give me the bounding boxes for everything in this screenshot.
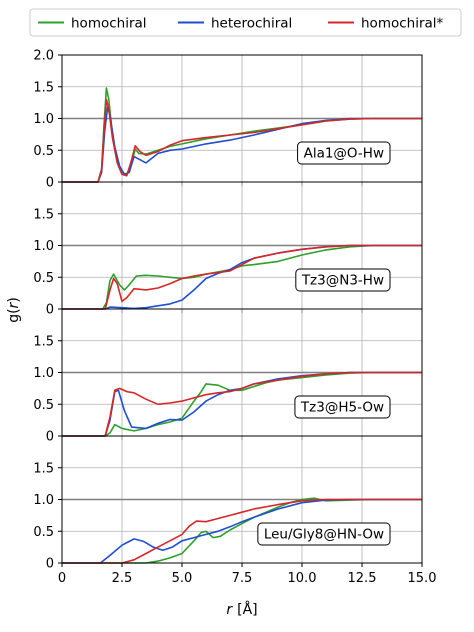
legend-label-homochiral-star: homochiral* [361, 16, 444, 32]
y-tick-label: 0 [46, 557, 54, 572]
y-tick-label: 0 [46, 430, 54, 445]
series-line-homochiral [62, 371, 422, 437]
panels-group: 0 0.5 1.0 1.5 2.0 Ala1@O-Hw 0 0.5 1.0 1.5 Tz3@N3-H… [33, 49, 436, 587]
y-axis-label: g(r) [6, 297, 22, 323]
x-tick-label: 10.0 [288, 571, 317, 586]
x-tick-label: 2.5 [112, 571, 133, 586]
x-tick-label: 0 [58, 571, 66, 586]
y-tick-label: 0.5 [33, 144, 54, 159]
x-tick-label: 12.5 [348, 571, 377, 586]
panel-annotation: Tz3@H5-Ow [294, 395, 391, 419]
y-tick-label: 0.5 [33, 271, 54, 286]
panel-4: 0 0.5 1.0 1.5 0 2.5 5.0 7.5 10.0 12.5 15.0 Leu/Gly8… [33, 435, 437, 586]
series-line-homochiral-star [62, 498, 422, 564]
series-line-homochiral [62, 244, 422, 310]
y-tick-label: 0.5 [33, 525, 54, 540]
y-tick-label: 1.0 [33, 366, 54, 381]
x-tick-label: 7.5 [232, 571, 253, 586]
series-line-homochiral-star [62, 371, 422, 437]
y-tick-label: 1.0 [33, 493, 54, 508]
series-line-heterochiral [62, 498, 422, 564]
legend-label-heterochiral: heterochiral [211, 16, 292, 32]
panel-annotation-text: Ala1@O-Hw [304, 146, 384, 162]
y-tick-label: 1.5 [33, 461, 54, 476]
panel-annotation: Leu/Gly8@HN-Ow [257, 522, 391, 546]
panel-annotation: Tz3@N3-Hw [295, 268, 391, 292]
y-tick-label: 1.5 [33, 334, 54, 349]
x-tick-label: 5.0 [172, 571, 193, 586]
y-tick-label: 1.5 [33, 207, 54, 222]
y-tick-label: 1.5 [33, 80, 54, 95]
y-tick-label: 1.0 [33, 239, 54, 254]
panel-annotation-box [257, 522, 391, 546]
x-tick-label: 15.0 [408, 571, 437, 586]
panel-annotation-text: Tz3@N3-Hw [301, 273, 384, 289]
panel-annotation-box [295, 268, 391, 292]
y-tick-label: 0.5 [33, 398, 54, 413]
panel-annotation-box [297, 141, 391, 165]
panel-annotation-text: Leu/Gly8@HN-Ow [264, 527, 384, 543]
panel-annotation-box [294, 395, 391, 419]
series-line-homochiral-star [62, 98, 422, 183]
panel-1: 0 0.5 1.0 1.5 2.0 Ala1@O-Hw [33, 49, 423, 191]
y-tick-label: 1.0 [33, 112, 54, 127]
y-tick-label: 0 [46, 303, 54, 318]
panel-annotation-text: Tz3@H5-Ow [300, 400, 384, 416]
y-tick-label: 0 [46, 176, 54, 191]
legend-frame [29, 8, 462, 37]
x-axis-label: r [Å] [226, 601, 257, 618]
legend: homochiral heterochiral homochiral* [29, 8, 462, 37]
panel-annotation: Ala1@O-Hw [297, 141, 391, 165]
series-line-homochiral-star [62, 244, 422, 310]
panel-3: 0 0.5 1.0 1.5 Tz3@H5-Ow [33, 308, 423, 445]
series-line-heterochiral [62, 371, 422, 437]
y-tick-label: 2.0 [33, 49, 54, 64]
legend-label-homochiral: homochiral [71, 16, 147, 32]
panel-2: 0 0.5 1.0 1.5 Tz3@N3-Hw [33, 181, 423, 318]
